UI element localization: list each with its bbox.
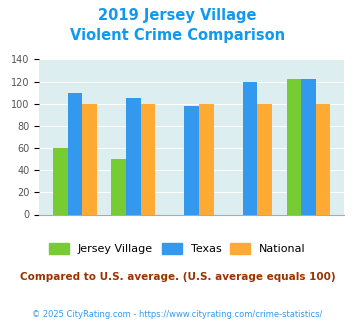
Bar: [111, 159, 126, 214]
Bar: [141, 104, 155, 214]
Bar: [257, 104, 272, 214]
Text: Violent Crime Comparison: Violent Crime Comparison: [70, 28, 285, 43]
Bar: [53, 148, 67, 214]
Bar: [67, 93, 82, 214]
Bar: [316, 104, 331, 214]
Text: © 2025 CityRating.com - https://www.cityrating.com/crime-statistics/: © 2025 CityRating.com - https://www.city…: [32, 310, 323, 319]
Bar: [126, 98, 141, 214]
Bar: [199, 104, 214, 214]
Bar: [82, 104, 97, 214]
Legend: Jersey Village, Texas, National: Jersey Village, Texas, National: [45, 238, 310, 258]
Bar: [301, 79, 316, 214]
Bar: [184, 106, 199, 214]
Bar: [243, 82, 257, 214]
Text: Compared to U.S. average. (U.S. average equals 100): Compared to U.S. average. (U.S. average …: [20, 272, 335, 282]
Text: 2019 Jersey Village: 2019 Jersey Village: [98, 8, 257, 23]
Bar: [286, 79, 301, 214]
